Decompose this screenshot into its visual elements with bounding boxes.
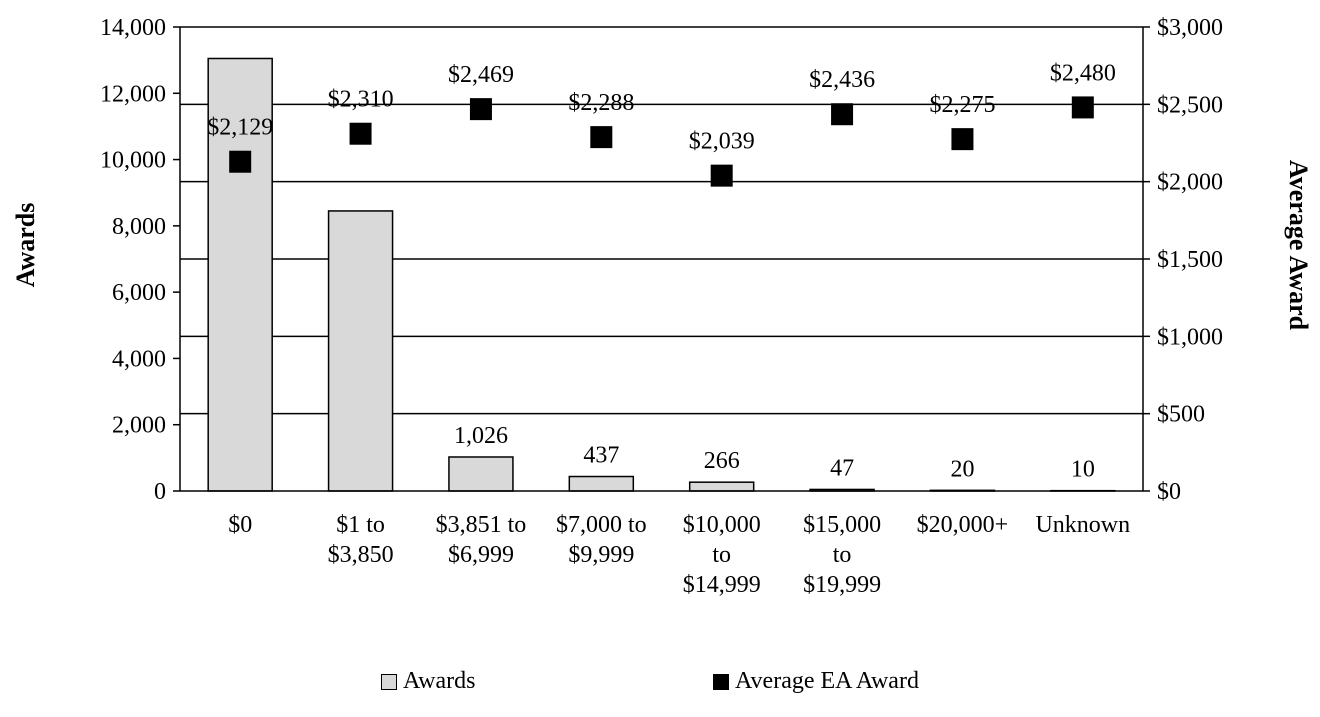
average-award-marker: [951, 128, 974, 151]
category-axis-labels: $0 $1 to $3,850 $3,851 to $6,999 $7,000 to $9,…: [228, 512, 1130, 598]
category-label: $14,999: [683, 572, 761, 598]
left-tick-label: 6,000: [112, 280, 166, 306]
awards-swatch: [381, 673, 397, 690]
category-label: $6,999: [448, 542, 514, 568]
category-label: $0: [228, 512, 252, 538]
average-award-marker: [590, 126, 613, 149]
legend-item-awards: Awards: [381, 668, 475, 695]
average-award-data-label: $2,275: [929, 92, 995, 118]
average-award-data-label: $2,288: [568, 90, 634, 116]
legend-item-average-award: Average EA Award: [713, 668, 919, 695]
left-tick-label: 14,000: [100, 15, 166, 41]
awards-bar: [327, 210, 394, 492]
left-tick-label: 4,000: [112, 346, 166, 372]
average-award-markers: [229, 96, 1094, 187]
awards-data-label: 20: [950, 456, 974, 482]
average-award-data-label: $2,480: [1050, 60, 1116, 86]
average-award-data-label: $2,310: [328, 87, 394, 113]
average-award-data-label: $2,129: [207, 115, 273, 141]
category-label: Unknown: [1035, 512, 1130, 538]
right-tick-label: $2,000: [1157, 170, 1223, 196]
average-award-marker: [469, 98, 492, 121]
average-award-data-label: $2,039: [689, 129, 755, 155]
awards-data-label: 47: [830, 455, 854, 481]
awards-bar: [448, 456, 514, 492]
category-label: $9,999: [568, 542, 634, 568]
awards-bars: [207, 57, 1116, 492]
legend-label-awards: Awards: [403, 668, 476, 694]
category-label: $3,850: [328, 542, 394, 568]
right-tick-label: $0: [1157, 479, 1181, 505]
average-award-swatch: [713, 673, 729, 690]
legend-label-average-award: Average EA Award: [735, 668, 919, 694]
legend: Awards Average EA Award: [0, 668, 1320, 708]
average-award-marker: [710, 164, 733, 187]
right-tick-label: $2,500: [1157, 92, 1223, 118]
left-tick-label: 12,000: [100, 81, 166, 107]
category-label: $20,000+: [917, 512, 1009, 538]
category-label: $15,000: [803, 512, 881, 538]
average-award-marker: [1071, 96, 1094, 119]
category-label: $1 to: [336, 512, 385, 538]
left-tick-label: 8,000: [112, 214, 166, 240]
average-award-marker: [229, 150, 252, 173]
awards-bar: [568, 475, 635, 492]
right-tick-label: $1,500: [1157, 247, 1223, 273]
average-award-data-labels: $2,129 $2,310 $2,469 $2,288 $2,039 $2,436 $2,2…: [207, 60, 1116, 154]
awards-data-labels: 1,026 437 266 47 20 10: [454, 423, 1095, 483]
right-tick-label: $1,000: [1157, 324, 1223, 350]
right-tick-label: $500: [1157, 402, 1205, 428]
category-label: $10,000: [683, 512, 761, 538]
gridlines: [180, 26, 1143, 415]
right-axis-title: Average Award: [1284, 160, 1313, 331]
average-award-data-label: $2,469: [448, 62, 514, 88]
category-label: to: [712, 542, 731, 568]
category-label: $7,000 to: [556, 512, 647, 538]
right-tick-label: $3,000: [1157, 15, 1223, 41]
category-label: to: [833, 542, 852, 568]
awards-data-label: 266: [704, 448, 740, 474]
awards-data-label: 10: [1071, 457, 1095, 483]
awards-data-label: 437: [583, 443, 619, 469]
left-tick-label: 2,000: [112, 413, 166, 439]
left-tick-label: 10,000: [100, 148, 166, 174]
left-tick-label: 0: [154, 479, 166, 505]
awards-bar: [688, 481, 755, 492]
category-label: $3,851 to: [436, 512, 527, 538]
average-award-marker: [349, 122, 372, 145]
left-axis-title: Awards: [11, 203, 40, 288]
right-axis-ticks: $0 $500 $1,000 $1,500 $2,000 $2,500 $3,000: [1143, 15, 1223, 505]
awards-data-label: 1,026: [454, 423, 508, 449]
average-award-data-label: $2,436: [809, 67, 875, 93]
left-axis-ticks: 0 2,000 4,000 6,000 8,000 10,000 12,000 14,000: [100, 15, 180, 505]
category-label: $19,999: [803, 572, 881, 598]
average-award-marker: [831, 103, 854, 126]
